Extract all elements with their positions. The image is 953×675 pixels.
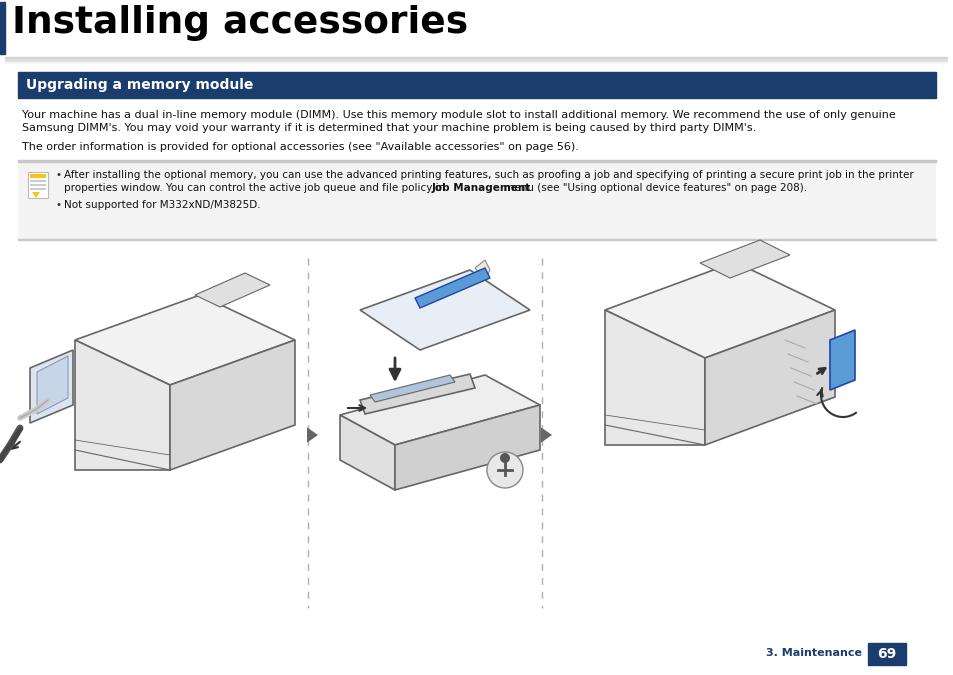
Bar <box>5 58 946 60</box>
Polygon shape <box>37 356 68 414</box>
Text: 69: 69 <box>877 647 896 661</box>
Text: •: • <box>56 170 62 180</box>
Polygon shape <box>194 273 270 307</box>
Polygon shape <box>604 310 704 445</box>
Text: Not supported for M332xND/M3825D.: Not supported for M332xND/M3825D. <box>64 200 260 210</box>
Polygon shape <box>540 427 552 443</box>
Polygon shape <box>370 375 455 402</box>
Polygon shape <box>704 310 834 445</box>
Circle shape <box>499 453 510 463</box>
Polygon shape <box>75 295 294 385</box>
Text: Upgrading a memory module: Upgrading a memory module <box>26 78 253 92</box>
Polygon shape <box>339 415 395 490</box>
Text: The order information is provided for optional accessories (see "Available acces: The order information is provided for op… <box>22 142 578 152</box>
Polygon shape <box>415 268 490 308</box>
Bar <box>18 238 935 240</box>
Bar <box>0 2 5 54</box>
Polygon shape <box>359 270 530 350</box>
Polygon shape <box>604 262 834 358</box>
Polygon shape <box>307 427 317 443</box>
Polygon shape <box>829 330 854 390</box>
Polygon shape <box>30 350 73 423</box>
Bar <box>18 160 935 161</box>
Polygon shape <box>75 340 170 470</box>
Polygon shape <box>475 260 490 280</box>
Text: Job Management: Job Management <box>432 183 531 193</box>
Bar <box>30 188 46 190</box>
Polygon shape <box>359 374 475 414</box>
Text: menu (see "Using optional device features" on page 208).: menu (see "Using optional device feature… <box>500 183 806 193</box>
Polygon shape <box>32 192 40 198</box>
Bar <box>28 172 48 198</box>
Bar <box>30 184 46 186</box>
Polygon shape <box>339 375 539 445</box>
Bar <box>18 160 935 240</box>
Bar <box>30 180 46 182</box>
Polygon shape <box>700 240 789 278</box>
Text: 3. Maintenance: 3. Maintenance <box>765 648 862 658</box>
Bar <box>867 643 905 665</box>
Text: After installing the optional memory, you can use the advanced printing features: After installing the optional memory, yo… <box>64 170 913 180</box>
Text: Your machine has a dual in-line memory module (DIMM). Use this memory module slo: Your machine has a dual in-line memory m… <box>22 110 895 120</box>
Bar <box>5 59 946 61</box>
Text: •: • <box>56 200 62 210</box>
Bar <box>18 72 935 98</box>
Text: Installing accessories: Installing accessories <box>12 5 468 41</box>
Circle shape <box>486 452 522 488</box>
Text: properties window. You can control the active job queue and file policy in: properties window. You can control the a… <box>64 183 448 193</box>
Bar <box>5 61 946 63</box>
Text: Samsung DIMM's. You may void your warranty if it is determined that your machine: Samsung DIMM's. You may void your warran… <box>22 123 756 133</box>
Bar <box>30 174 46 178</box>
Bar <box>5 60 946 62</box>
Bar <box>5 57 946 58</box>
Polygon shape <box>170 340 294 470</box>
Polygon shape <box>395 405 539 490</box>
